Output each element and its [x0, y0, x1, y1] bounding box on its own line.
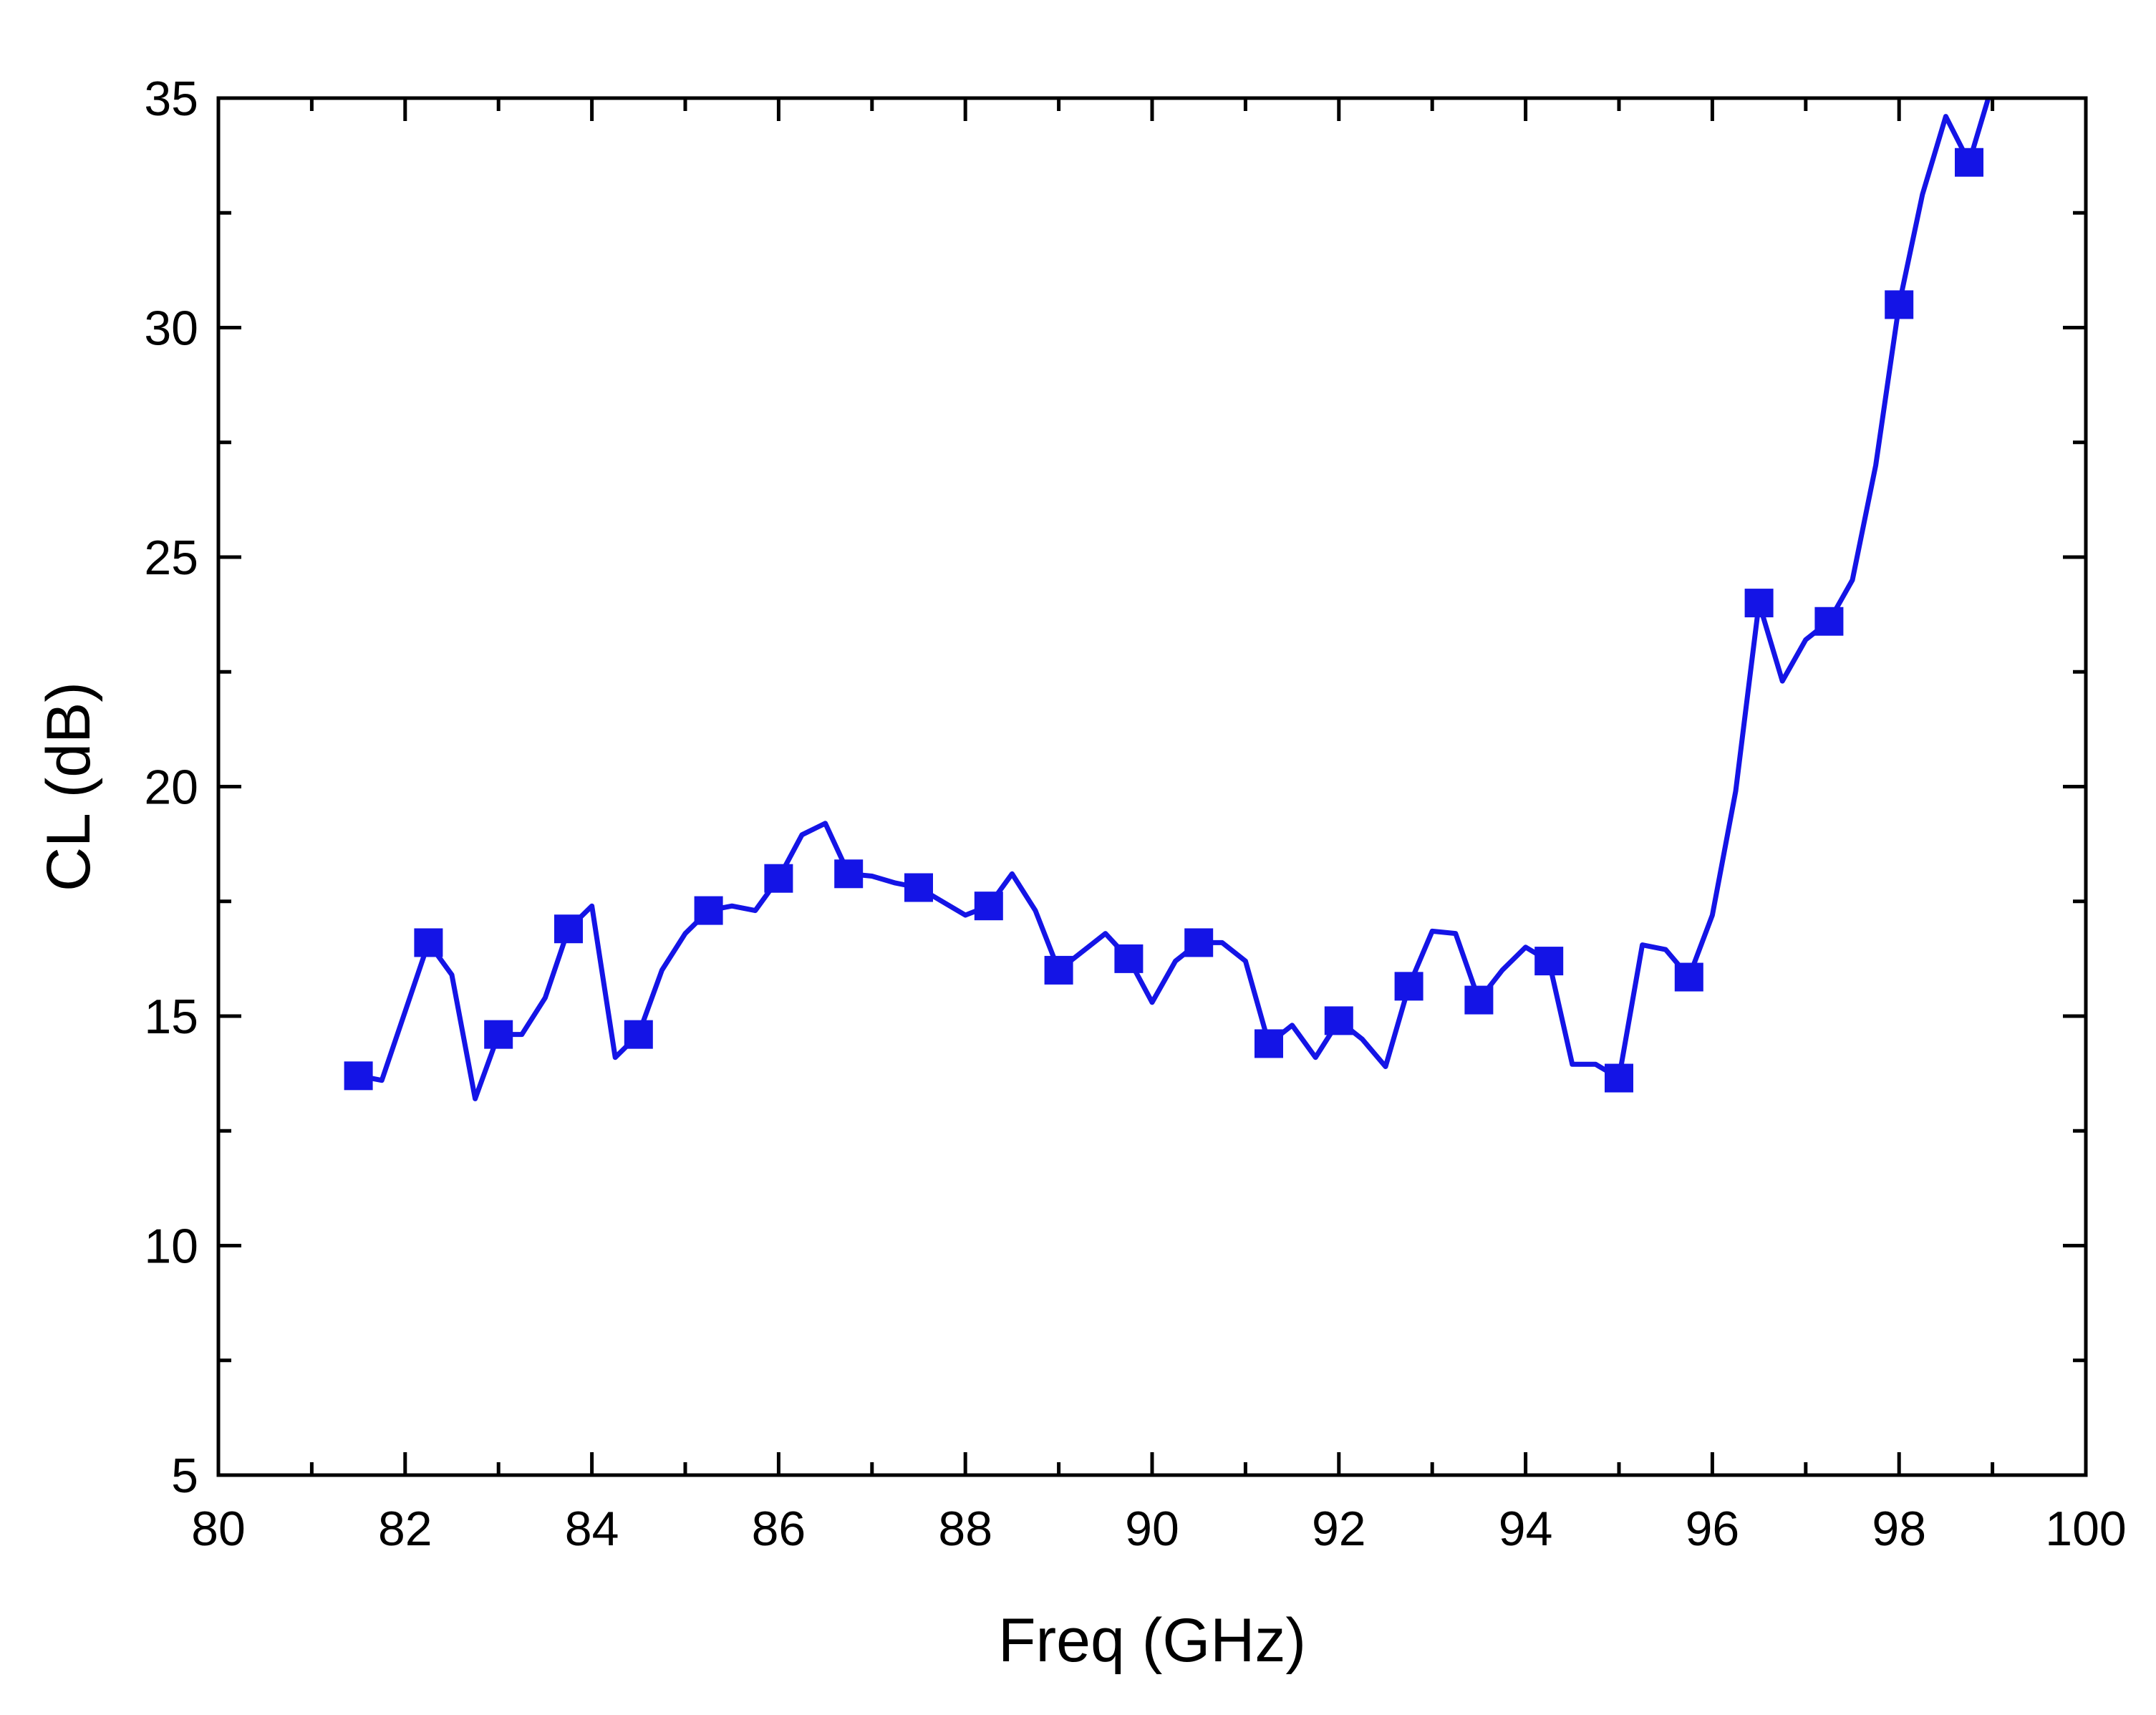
data-point-marker [694, 896, 723, 925]
marker-layer [344, 148, 1983, 1093]
x-tick-label: 92 [1312, 1502, 1366, 1556]
data-point-marker [1255, 1029, 1283, 1058]
x-tick-label: 100 [2045, 1502, 2126, 1556]
x-tick-label: 84 [565, 1502, 619, 1556]
data-point-marker [1955, 148, 1983, 177]
data-point-marker [1534, 947, 1564, 976]
y-tick-label: 5 [171, 1449, 198, 1503]
data-point-marker [974, 892, 1003, 921]
data-point-marker [1184, 928, 1214, 957]
data-point-marker [344, 1061, 373, 1091]
ticks-layer [216, 96, 2088, 1477]
data-point-marker [904, 873, 933, 902]
data-point-marker [484, 1020, 513, 1049]
data-point-marker [1044, 955, 1073, 985]
data-point-marker [1744, 589, 1774, 618]
y-tick-label: 30 [144, 301, 198, 356]
y-tick-label: 15 [144, 990, 198, 1044]
data-point-marker [1885, 290, 1914, 319]
data-point-marker [764, 864, 793, 893]
tick-label-layer: 80 82 84 86 88 90 92 94 96 98 100 5 10 15 20 25 30 35 [144, 72, 2126, 1556]
data-point-marker [1324, 1006, 1353, 1035]
y-tick-label: 20 [144, 760, 198, 815]
data-point-marker [1605, 1063, 1633, 1093]
data-point-marker [554, 914, 583, 944]
x-tick-label: 90 [1125, 1502, 1179, 1556]
data-point-marker [1114, 944, 1144, 973]
y-tick-label: 10 [144, 1219, 198, 1274]
data-point-marker [1814, 607, 1844, 636]
data-point-marker [1674, 962, 1703, 992]
x-tick-label: 96 [1686, 1502, 1740, 1556]
x-tick-label: 86 [752, 1502, 806, 1556]
y-axis-title: CL (dB) [34, 682, 103, 892]
data-point-marker [414, 928, 443, 957]
y-tick-label: 35 [144, 72, 198, 126]
plot-frame [216, 96, 2088, 1477]
data-point-marker [834, 859, 864, 889]
x-tick-label: 80 [191, 1502, 246, 1556]
x-tick-label: 88 [938, 1502, 992, 1556]
data-point-marker [1464, 985, 1494, 1015]
x-axis-title: Freq (GHz) [998, 1606, 1306, 1675]
data-point-marker [1394, 972, 1423, 1001]
y-tick-label: 25 [144, 531, 198, 585]
x-tick-label: 82 [378, 1502, 432, 1556]
data-point-marker [624, 1020, 653, 1049]
x-tick-label: 98 [1872, 1502, 1926, 1556]
x-tick-label: 94 [1499, 1502, 1553, 1556]
